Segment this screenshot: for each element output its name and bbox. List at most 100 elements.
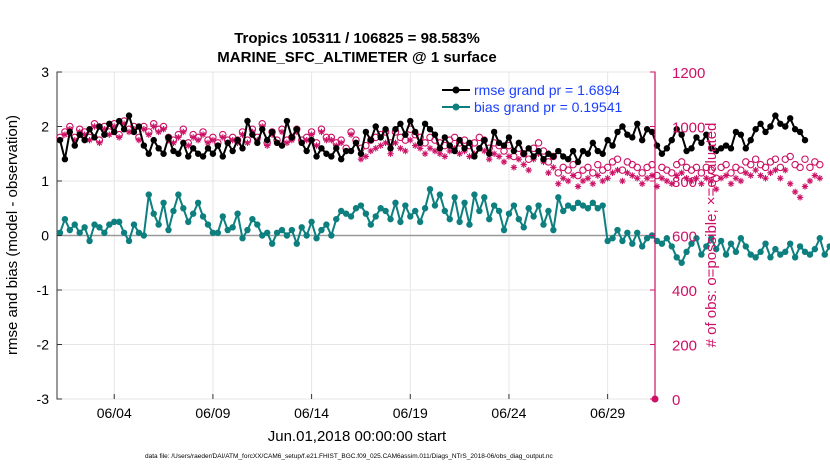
obs-possible-marker (174, 130, 183, 139)
bias-point (584, 205, 592, 212)
bias-point (658, 240, 666, 247)
bias-point (377, 205, 384, 212)
rmse-point (367, 136, 375, 144)
bias-point (796, 243, 804, 250)
obs-evaluated-marker (688, 177, 695, 185)
obs-possible-marker (589, 169, 597, 177)
bias-point (288, 226, 296, 234)
rmse-point (96, 123, 103, 130)
bias-point (303, 232, 310, 239)
rmse-point (476, 145, 483, 152)
obs-possible-marker (638, 169, 646, 177)
rmse-point (683, 147, 690, 155)
bias-point (782, 248, 789, 256)
obs-possible-marker (569, 160, 577, 169)
bias-point (821, 251, 828, 258)
rmse-point (712, 147, 720, 155)
obs-possible-marker (712, 174, 720, 183)
bias-point (170, 207, 177, 215)
obs-possible-marker (90, 120, 99, 128)
obs-evaluated-marker (520, 161, 527, 168)
rmse-point (81, 136, 88, 144)
bias-point (594, 205, 601, 212)
obs-evaluated-marker (579, 177, 587, 185)
rmse-point (584, 150, 592, 157)
rmse-point (407, 117, 414, 125)
bias-point (382, 207, 389, 215)
obs-evaluated-marker (663, 177, 671, 185)
bias-point (712, 245, 720, 253)
bias-point (115, 218, 123, 226)
bias-point (254, 221, 261, 228)
obs-possible-marker (751, 155, 760, 163)
rmse-point (604, 136, 611, 144)
bias-point (308, 218, 315, 226)
rmse-point (703, 131, 710, 138)
x-tick-label: 06/19 (393, 405, 428, 421)
rmse-point (263, 136, 271, 144)
bias-point (81, 224, 88, 231)
obs-possible-marker (722, 160, 730, 169)
rmse-point (288, 134, 296, 141)
bias-point (318, 226, 325, 234)
bias-point (204, 221, 212, 228)
bias-point (663, 235, 671, 242)
rmse-point (663, 145, 671, 152)
obs-evaluated-marker (421, 150, 429, 157)
bias-point (693, 235, 700, 242)
legend-bias-label: bias grand pr = 0.19541 (474, 99, 622, 115)
rmse-point (698, 139, 705, 147)
rmse-point (466, 139, 473, 147)
x-tick-label: 06/24 (491, 405, 526, 421)
obs-possible-marker (761, 163, 770, 172)
rmse-point (495, 139, 503, 147)
obs-possible-marker (603, 163, 612, 172)
obs-possible-marker (534, 139, 543, 147)
obs-evaluated-marker (436, 150, 444, 157)
bias-point (392, 199, 399, 206)
rmse-point (140, 142, 148, 149)
bias-point (421, 205, 429, 212)
obs-evaluated-marker (525, 166, 532, 174)
rmse-point (199, 153, 207, 160)
obs-possible-marker (564, 166, 572, 174)
bias-point (313, 235, 320, 242)
bias-point (259, 232, 266, 239)
rmse-point (643, 126, 651, 133)
rmse-point (259, 126, 266, 133)
bias-point (520, 224, 527, 231)
rmse-point (786, 115, 794, 122)
bias-point (545, 207, 552, 215)
obs-possible-marker (692, 163, 701, 172)
rmse-point (461, 145, 468, 152)
obs-possible-marker (707, 166, 715, 174)
bias-point (540, 221, 547, 228)
bias-point (180, 205, 187, 212)
rmse-point (303, 147, 310, 155)
rmse-point (120, 126, 128, 133)
rmse-point (629, 134, 636, 141)
obs-evaluated-marker (816, 175, 823, 182)
obs-evaluated-marker (456, 150, 463, 157)
bias-point (342, 210, 350, 217)
obs-evaluated-marker (545, 169, 552, 177)
rmse-point (668, 136, 675, 144)
rmse-point (589, 139, 597, 147)
y-left-tick-label: 0 (41, 228, 49, 244)
obs-evaluated-marker (584, 175, 592, 182)
rmse-point (791, 126, 799, 133)
rmse-point (244, 117, 251, 125)
y-right-tick-label: 200 (672, 338, 697, 355)
y-right-tick-label: 0 (672, 392, 680, 409)
obs-possible-marker (524, 155, 533, 163)
y-left-tick-label: -2 (37, 337, 50, 353)
bias-point (742, 243, 749, 250)
rmse-point (56, 136, 64, 144)
rmse-point (214, 142, 222, 149)
rmse-point (742, 145, 749, 152)
obs-possible-marker (307, 128, 316, 136)
y-right-tick-label: 600 (672, 229, 697, 246)
obs-evaluated-marker (742, 169, 749, 177)
